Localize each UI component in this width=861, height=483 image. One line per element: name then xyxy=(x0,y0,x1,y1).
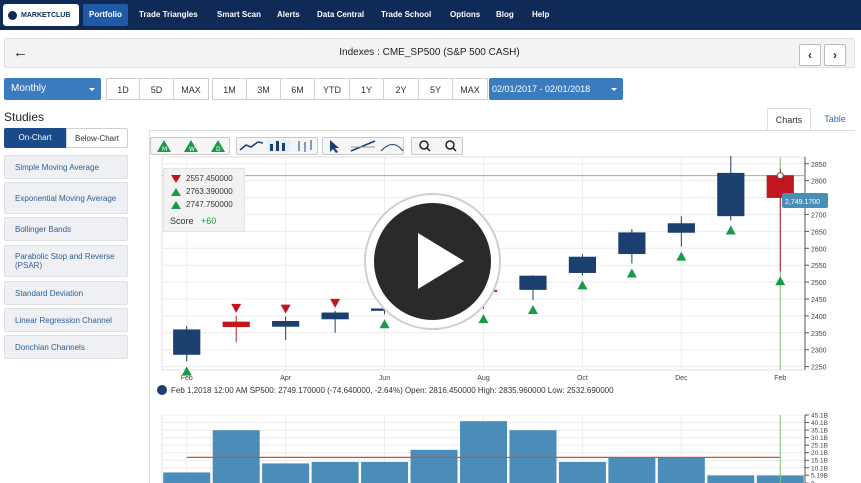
chevron-right-icon[interactable]: › xyxy=(824,44,846,66)
tab-table[interactable]: Table xyxy=(824,114,846,124)
svg-text:M: M xyxy=(162,146,167,153)
logo-icon xyxy=(8,10,17,20)
weekly-triangle-icon[interactable]: W xyxy=(184,140,198,153)
svg-text:D: D xyxy=(216,146,221,153)
down-triangle-icon xyxy=(171,175,181,183)
wave-icon xyxy=(157,385,167,395)
period-select[interactable]: Monthly xyxy=(4,78,101,100)
triangle-toggle-group: M W D xyxy=(150,137,230,155)
range-max[interactable]: MAX xyxy=(452,78,488,100)
chart-panel xyxy=(149,130,855,483)
top-nav: MARKETCLUB Portfolio Trade Triangles Sma… xyxy=(0,0,861,30)
candlestick-icon[interactable] xyxy=(298,140,312,152)
range-max-intraday[interactable]: MAX xyxy=(173,78,209,100)
range-3m[interactable]: 3M xyxy=(246,78,281,100)
triangle-value-1: 2557.450000 xyxy=(186,174,233,183)
date-range-value: 02/01/2017 - 02/01/2018 xyxy=(492,84,591,94)
daily-triangle-icon[interactable]: D xyxy=(211,140,225,153)
triangle-legend: 2557.450000 2763.390000 2747.750000 Scor… xyxy=(163,168,245,232)
zoom-in-icon[interactable] xyxy=(419,140,431,152)
monthly-triangle-icon[interactable]: M xyxy=(157,140,171,153)
study-ema[interactable]: Exponential Moving Average xyxy=(4,182,128,214)
range-1y[interactable]: 1Y xyxy=(349,78,384,100)
chart-type-group xyxy=(236,137,318,155)
fibonacci-icon[interactable] xyxy=(380,144,404,152)
study-sma[interactable]: Simple Moving Average xyxy=(4,155,128,179)
range-ytd[interactable]: YTD xyxy=(314,78,350,100)
ohlc-bar-icon[interactable] xyxy=(267,140,291,152)
up-triangle-icon xyxy=(171,201,181,209)
nav-alerts[interactable]: Alerts xyxy=(277,10,300,19)
study-linreg[interactable]: Linear Regression Channel xyxy=(4,308,128,332)
study-donchian[interactable]: Donchian Channels xyxy=(4,335,128,359)
triangle-value-2: 2763.390000 xyxy=(186,187,233,196)
logo[interactable]: MARKETCLUB xyxy=(3,4,79,26)
nav-options[interactable]: Options xyxy=(450,10,481,19)
range-5y[interactable]: 5Y xyxy=(418,78,453,100)
nav-data-central[interactable]: Data Central xyxy=(317,10,365,19)
studies-title: Studies xyxy=(4,110,45,124)
study-bollinger[interactable]: Bollinger Bands xyxy=(4,217,128,241)
date-range-select[interactable]: 02/01/2017 - 02/01/2018 xyxy=(489,78,623,100)
trendline-icon[interactable] xyxy=(350,140,376,152)
zoom-out-icon[interactable] xyxy=(445,140,457,152)
up-triangle-icon xyxy=(171,188,181,196)
score-label: Score xyxy=(170,216,194,226)
quote-status-text: Feb 1,2018 12:00 AM SP500: 2749.170000 (… xyxy=(171,385,614,395)
triangle-value-3: 2747.750000 xyxy=(186,200,233,209)
tab-charts[interactable]: Charts xyxy=(767,108,811,130)
nav-smart-scan[interactable]: Smart Scan xyxy=(217,10,262,19)
tab-on-chart[interactable]: On-Chart xyxy=(4,128,66,148)
range-1d[interactable]: 1D xyxy=(106,78,140,100)
study-psar[interactable]: Parabolic Stop and Reverse (PSAR) xyxy=(4,245,128,277)
score-value: +60 xyxy=(201,216,217,226)
nav-blog[interactable]: Blog xyxy=(496,10,514,19)
pointer-icon[interactable] xyxy=(330,140,339,153)
video-play-button[interactable] xyxy=(366,195,499,328)
nav-trade-triangles[interactable]: Trade Triangles xyxy=(139,10,198,19)
logo-text: MARKETCLUB xyxy=(21,11,71,19)
svg-text:W: W xyxy=(189,146,195,153)
nav-portfolio[interactable]: Portfolio xyxy=(83,4,128,26)
caret-down-icon xyxy=(611,88,617,91)
play-icon xyxy=(418,233,464,289)
arrow-left-icon[interactable]: ← xyxy=(13,44,28,61)
period-select-value: Monthly xyxy=(11,83,47,94)
caret-down-icon xyxy=(89,88,95,91)
zoom-group xyxy=(411,137,463,155)
range-6m[interactable]: 6M xyxy=(280,78,315,100)
nav-trade-school[interactable]: Trade School xyxy=(381,10,432,19)
symbol-header: ← Indexes : CME_SP500 (S&P 500 CASH) ‹ › xyxy=(4,38,855,68)
range-1m[interactable]: 1M xyxy=(212,78,247,100)
tab-below-chart[interactable]: Below-Chart xyxy=(66,128,128,148)
study-std-dev[interactable]: Standard Deviation xyxy=(4,281,128,305)
range-2y[interactable]: 2Y xyxy=(383,78,419,100)
chevron-left-icon[interactable]: ‹ xyxy=(799,44,821,66)
quote-status-line: Feb 1,2018 12:00 AM SP500: 2749.170000 (… xyxy=(157,385,614,395)
line-chart-icon[interactable] xyxy=(239,141,264,151)
drawing-tools-group xyxy=(322,137,404,155)
range-5d[interactable]: 5D xyxy=(139,78,174,100)
nav-help[interactable]: Help xyxy=(532,10,550,19)
page-title: Indexes : CME_SP500 (S&P 500 CASH) xyxy=(339,47,520,58)
